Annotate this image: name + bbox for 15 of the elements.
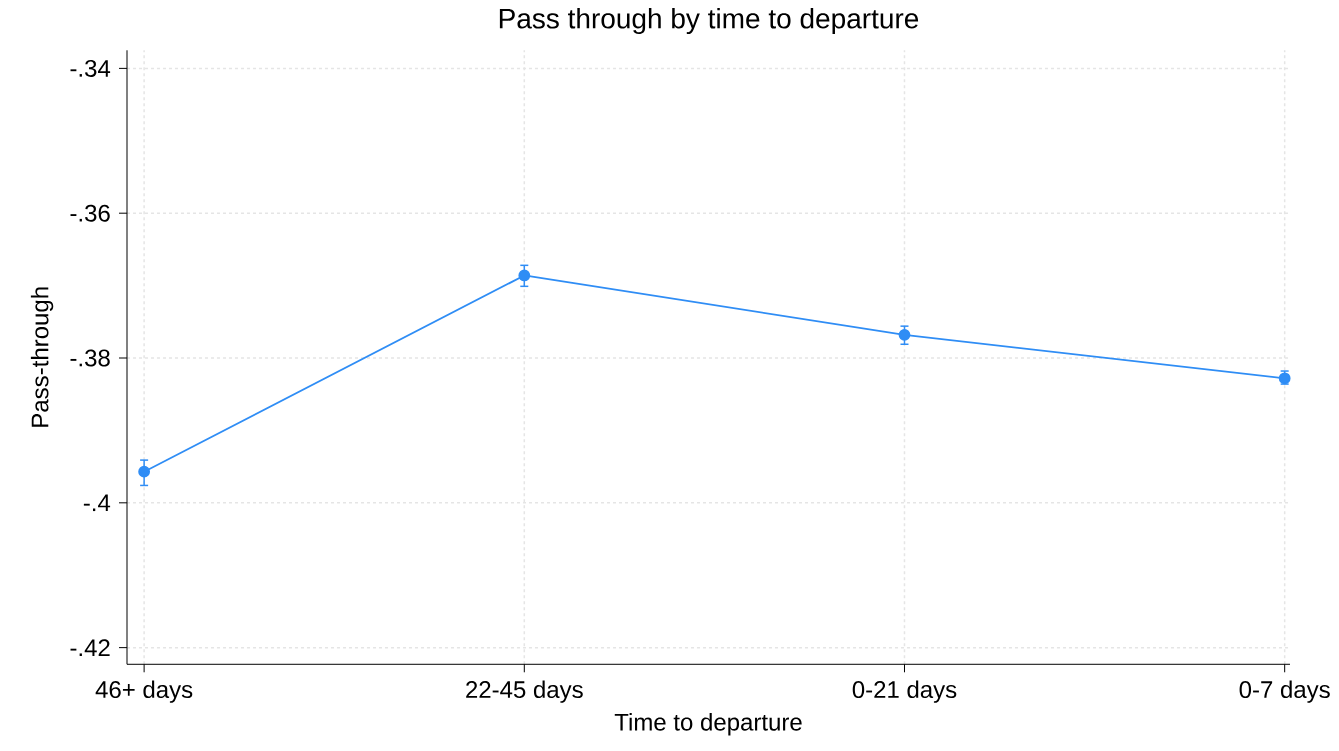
- y-tick-label: -.36: [70, 204, 110, 222]
- y-tick-label: -.42: [70, 639, 110, 656]
- y-tick-label: -.4: [83, 494, 111, 511]
- x-tick-label: 46+ days: [95, 680, 193, 703]
- y-tick-label: -.38: [70, 349, 110, 367]
- point: [138, 465, 151, 478]
- x-tick-label: 22-45 days: [466, 680, 583, 703]
- x-tick-label: 0-7 days: [1239, 680, 1330, 703]
- x-axis-title: Time to departure: [614, 712, 802, 736]
- x-tick-label: 0-21 days: [852, 680, 957, 703]
- y-tick-label: -.34: [70, 59, 111, 77]
- chart-title: Pass through by time to departure: [499, 7, 919, 34]
- y-axis-title: Pass-through: [30, 287, 54, 427]
- point: [898, 328, 911, 341]
- point: [518, 269, 531, 282]
